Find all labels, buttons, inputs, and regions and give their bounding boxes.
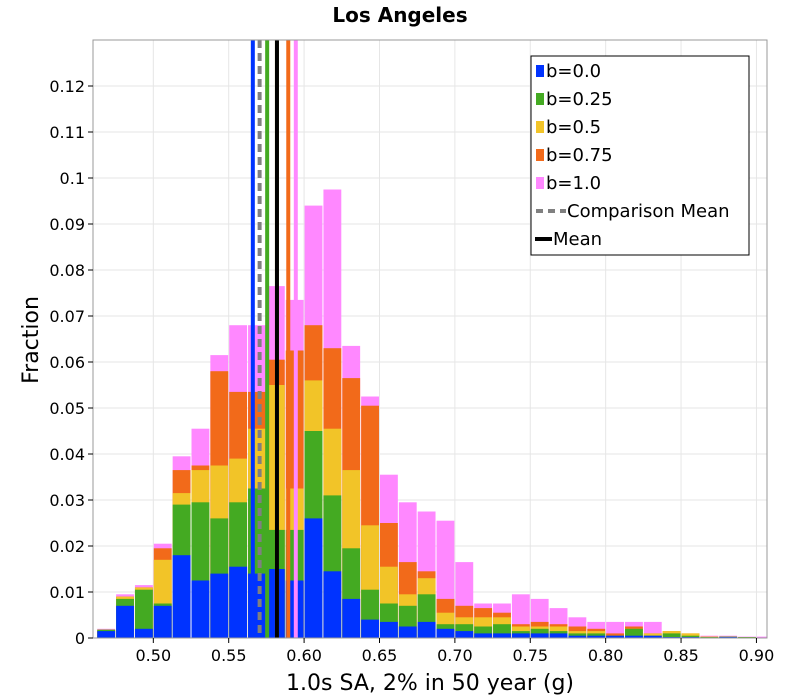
- bar-b-0-25-31: [681, 635, 700, 638]
- bar-b-0-0-5: [191, 580, 210, 638]
- legend-swatch-b-0-25: [536, 93, 544, 105]
- chart-title: Los Angeles: [332, 3, 467, 27]
- x-tick-label: 0.65: [362, 646, 398, 665]
- bar-b-0-0-11: [304, 518, 323, 638]
- y-tick-label: 0.03: [49, 491, 85, 510]
- bar-b-0-0-25: [568, 635, 587, 638]
- bar-b-0-0-0: [97, 631, 116, 638]
- bar-b-0-0-27: [606, 635, 625, 638]
- legend-swatch-b-0-0: [536, 65, 544, 77]
- legend: b=0.0 b=0.25 b=0.5 b=0.75 b=1.0 Comparison Me…: [530, 55, 750, 256]
- bar-b-0-0-20: [474, 633, 493, 638]
- bar-b-0-25-30: [662, 633, 681, 638]
- bar-b-0-0-6: [210, 573, 229, 638]
- y-tick-label: 0.01: [49, 583, 85, 602]
- bar-b-0-0-12: [323, 571, 342, 638]
- x-axis-label: 1.0s SA, 2% in 50 year (g): [286, 671, 574, 696]
- bar-b-0-0-2: [134, 628, 153, 638]
- y-tick-label: 0.02: [49, 537, 85, 556]
- x-tick-label: 0.50: [136, 646, 172, 665]
- bar-b-0-0-7: [229, 566, 248, 638]
- legend-swatch-b-0-75: [536, 149, 544, 161]
- bar-b-0-0-23: [530, 633, 549, 638]
- bar-b-0-25-2: [134, 589, 153, 638]
- y-tick-label: 0.11: [49, 123, 85, 142]
- y-tick-label: 0.04: [49, 445, 85, 464]
- bar-b-0-25-28: [625, 628, 643, 638]
- legend-items: b=0.0 b=0.25 b=0.5 b=0.75 b=1.0 Comparison Me…: [535, 61, 730, 250]
- y-tick-label: 0.09: [49, 215, 85, 234]
- bar-b-0-0-15: [379, 621, 398, 638]
- y-tick-label: 0.05: [49, 399, 85, 418]
- x-tick-label: 0.80: [588, 646, 624, 665]
- bar-b-0-0-4: [172, 555, 191, 638]
- mean-lines-layer: [250, 40, 298, 638]
- y-tick-label: 0.08: [49, 261, 85, 280]
- legend-label-mean: Mean: [553, 229, 602, 250]
- legend-swatch-b-0-5: [536, 121, 544, 133]
- legend-label-b-0-75: b=0.75: [546, 145, 613, 166]
- legend-label-b-1-0: b=1.0: [546, 173, 601, 194]
- bar-b-0-0-18: [436, 628, 455, 638]
- bar-b-0-0-13: [342, 598, 361, 638]
- legend-box: [530, 55, 750, 256]
- bar-b-0-0-22: [511, 633, 530, 638]
- bar-b-1-0-35: [756, 636, 767, 638]
- bar-b-0-0-14: [361, 619, 379, 638]
- bar-b-0-25-20: [474, 626, 493, 638]
- x-tick-label: 0.75: [512, 646, 548, 665]
- legend-swatch-b-1-0: [536, 177, 544, 189]
- bar-b-0-0-28: [625, 635, 643, 638]
- x-tick-label: 0.70: [437, 646, 473, 665]
- bar-b-0-0-16: [398, 626, 417, 638]
- y-axis-label: Fraction: [19, 296, 44, 384]
- legend-label-b-0-25: b=0.25: [546, 89, 613, 110]
- legend-label-comparison-mean: Comparison Mean: [567, 201, 730, 222]
- legend-label-b-0-5: b=0.5: [546, 117, 601, 138]
- bar-b-0-0-24: [549, 633, 568, 638]
- bar-b-0-0-8: [248, 573, 266, 638]
- y-tick-label: 0.1: [60, 169, 85, 188]
- legend-label-b-0-0: b=0.0: [546, 61, 601, 82]
- bar-b-0-0-19: [455, 631, 474, 638]
- bar-b-0-0-21: [493, 633, 511, 638]
- x-tick-label: 0.90: [739, 646, 775, 665]
- bar-b-0-0-26: [587, 635, 606, 638]
- y-tick-label: 0: [75, 629, 85, 648]
- x-tick-label: 0.85: [663, 646, 699, 665]
- bar-b-0-0-1: [116, 605, 134, 638]
- bar-b-0-0-29: [643, 635, 662, 638]
- x-tick-label: 0.60: [286, 646, 322, 665]
- y-tick-label: 0.12: [49, 77, 85, 96]
- x-tick-label: 0.55: [211, 646, 247, 665]
- y-axis-ticks: 0 0.01 0.02 0.03 0.04 0.05 0.06 0.07 0.08 0.09 0.1…: [49, 77, 93, 648]
- bar-b-0-0-17: [417, 621, 436, 638]
- y-tick-label: 0.07: [49, 307, 85, 326]
- y-tick-label: 0.06: [49, 353, 85, 372]
- plot-frame: [92, 39, 768, 639]
- x-axis-ticks: 0.50 0.55 0.60 0.65 0.70 0.75 0.80 0.85 0.90: [136, 638, 775, 665]
- bar-b-0-0-3: [153, 605, 172, 638]
